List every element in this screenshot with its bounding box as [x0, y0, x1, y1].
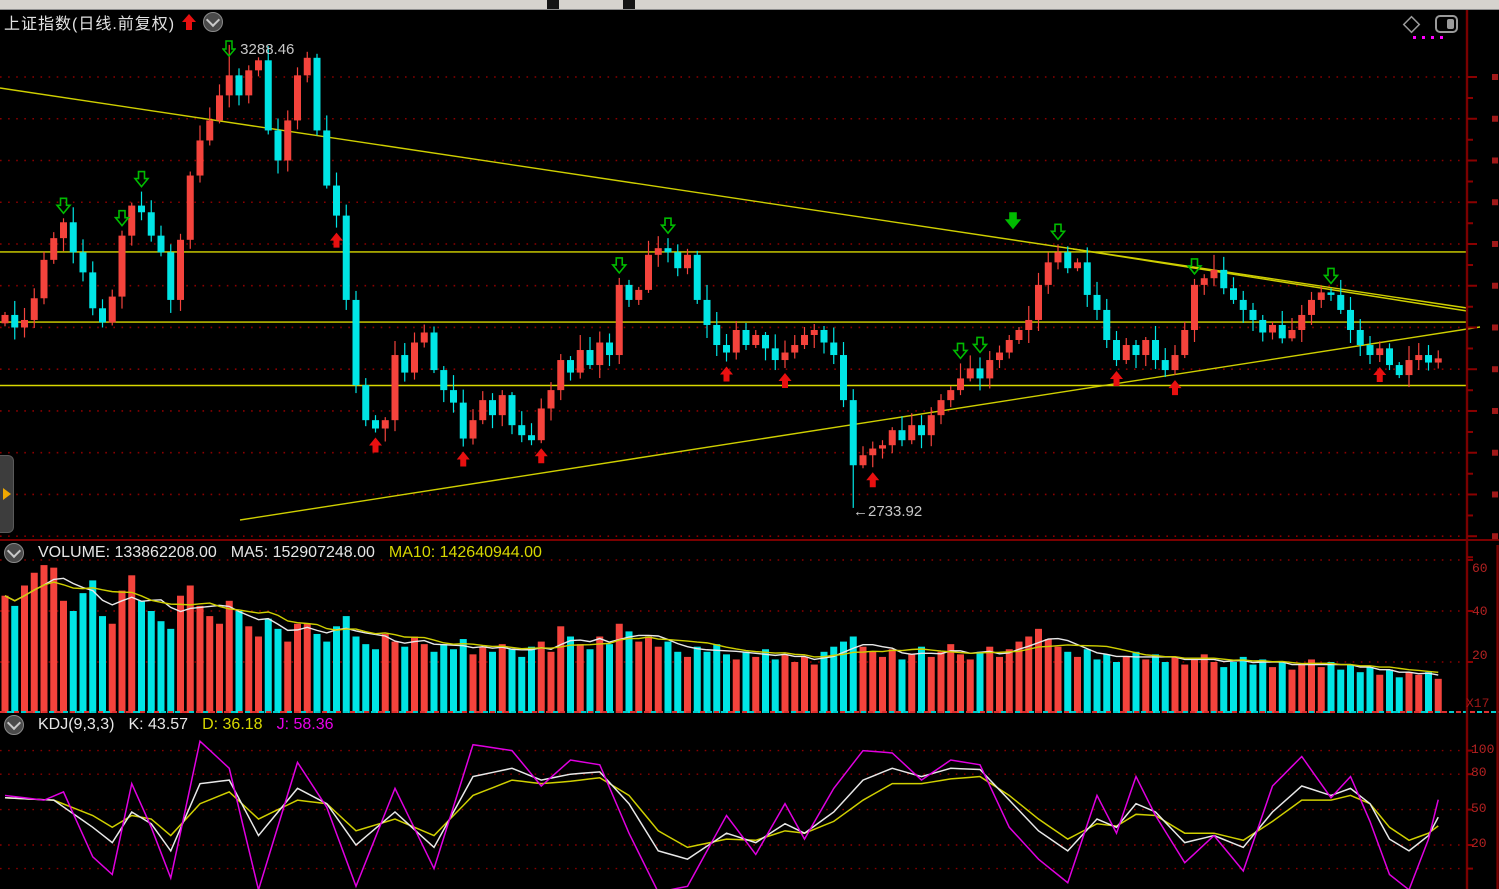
- kdj-axis-50: 50: [1471, 801, 1487, 816]
- volume-scale-note: X17: [1466, 696, 1490, 711]
- kdj-name-label: KDJ(9,3,3): [38, 716, 115, 733]
- panel-toggle-icon[interactable]: [1435, 14, 1459, 34]
- kdj-j-label: J: 58.36: [276, 716, 334, 733]
- window-top-strip: [0, 0, 1499, 10]
- collapse-volume-pane-button[interactable]: [4, 543, 24, 563]
- toolbar-icons: [1401, 14, 1459, 34]
- signal-arrow-down-icon: [221, 40, 237, 58]
- volume-ma5-label: MA5: 152907248.00: [230, 544, 375, 561]
- collapse-kdj-pane-button[interactable]: [4, 715, 24, 735]
- diamond-tool-icon[interactable]: [1401, 14, 1421, 34]
- low-price-annotation: ←2733.92: [853, 503, 923, 520]
- kdj-k-label: K: 43.57: [128, 716, 189, 733]
- chart-title-bar: 上证指数(日线.前复权): [4, 11, 224, 33]
- kdj-d-label: D: 36.18: [202, 716, 263, 733]
- instrument-title: 上证指数(日线.前复权): [4, 16, 176, 33]
- side-drawer-handle[interactable]: [0, 455, 14, 533]
- kdj-axis-100: 100: [1471, 742, 1495, 757]
- kdj-axis-20: 20: [1471, 836, 1487, 851]
- top-strip-notch: [547, 0, 559, 9]
- accent-dots: [1413, 36, 1443, 39]
- volume-axis-40: 40: [1472, 604, 1488, 619]
- high-price-annotation: 3288.46: [221, 40, 294, 58]
- collapse-main-pane-button[interactable]: [203, 12, 224, 32]
- volume-ma10-label: MA10: 142640944.00: [388, 544, 542, 561]
- volume-value-label: VOLUME: 133862208.00: [38, 544, 217, 561]
- volume-axis-20: 20: [1472, 648, 1488, 663]
- kdj-indicator-row: KDJ(9,3,3) K: 43.57 D: 36.18 J: 58.36: [4, 715, 334, 735]
- volume-indicator-row: VOLUME: 133862208.00 MA5: 152907248.00 M…: [4, 543, 542, 563]
- kdj-axis-80: 80: [1471, 765, 1487, 780]
- volume-axis-60: 60: [1472, 561, 1488, 576]
- drawer-open-arrow-icon: [2, 488, 11, 500]
- top-strip-notch: [623, 0, 635, 9]
- trend-up-arrow-icon: [182, 14, 197, 30]
